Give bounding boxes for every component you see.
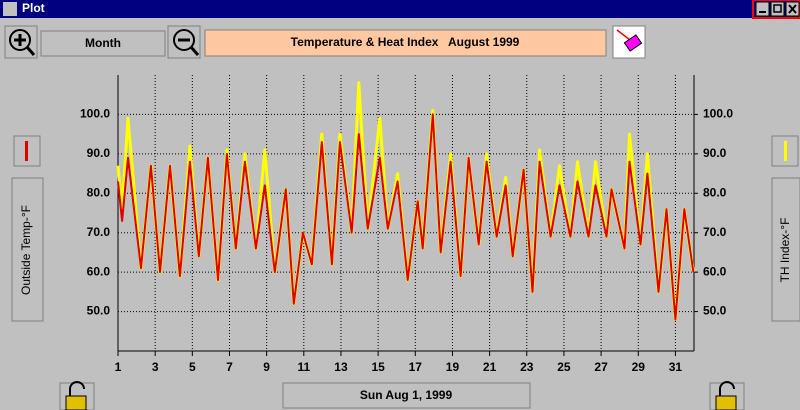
y2-tick-label: 60.0 [703,264,727,278]
right-lock[interactable] [709,381,745,410]
thi-axis-button[interactable] [771,177,800,322]
y2-tick-label: 70.0 [703,225,727,239]
app-icon [3,2,17,16]
maximize-glyph [773,4,782,13]
x-tick-label: 19 [446,360,460,374]
zoom-in-glyph [14,34,36,56]
lock-shackle [719,381,735,396]
x-tick-label: 7 [226,360,233,374]
y2-tick-label: 90.0 [703,146,727,160]
x-tick-label: 29 [632,360,646,374]
x-tick-label: 5 [189,360,196,374]
thi-color-swatch [784,141,787,161]
range-button[interactable] [40,30,166,57]
lock-body [715,395,737,410]
window-controls [752,0,800,19]
erase-icon [623,34,643,52]
chart-title: Temperature & Heat Index August 1999 [291,35,520,49]
x-tick-label: 31 [669,360,683,374]
title-box [204,29,607,57]
y-tick-label: 70.0 [87,225,111,239]
x-tick-label: 27 [594,360,608,374]
y2-axis-label: TH Index-°F [778,218,792,283]
title-bar [0,0,800,18]
x-tick-label: 1 [115,360,122,374]
x-tick-label: 25 [557,360,571,374]
x-tick-label: 15 [371,360,385,374]
y2-tick-label: 100.0 [703,107,733,121]
temp-axis-button[interactable] [11,177,44,322]
zoom-out-glyph [178,38,200,56]
lock-shackle [69,381,85,396]
close-glyph [788,4,797,14]
x-tick-label: 11 [297,360,310,374]
plot-area: 1 3 5 7 9 11 13 15 17 19 21 23 25 27 29 3150.060.070.08… [80,75,733,374]
y2-tick-label: 50.0 [703,304,727,318]
x-tick-label: 23 [520,360,534,374]
y-tick-label: 50.0 [87,304,111,318]
date-button[interactable] [282,382,531,409]
left-lock[interactable] [59,381,95,410]
range-button-label: Month [85,36,121,50]
minimize-button[interactable] [755,1,770,17]
series-line [117,113,695,321]
y-tick-label: 90.0 [87,146,111,160]
y-tick-label: 60.0 [87,264,111,278]
lock-body [65,395,87,410]
y-axis-label: Outside Temp-°F [19,205,33,295]
y-tick-label: 100.0 [80,107,110,121]
date-label: Sun Aug 1, 1999 [360,388,453,402]
y2-tick-label: 80.0 [703,185,727,199]
x-tick-label: 3 [152,360,159,374]
x-tick-label: 17 [409,360,423,374]
controls-frame [752,0,800,19]
x-tick-label: 21 [483,360,497,374]
temp-color-swatch [25,141,28,161]
maximize-button[interactable] [770,1,785,17]
window-title: Plot [22,1,45,15]
y-tick-label: 80.0 [87,185,111,199]
x-tick-label: 9 [263,360,270,374]
erase-line [616,29,631,41]
minimize-glyph [759,11,766,13]
x-tick-label: 13 [334,360,348,374]
